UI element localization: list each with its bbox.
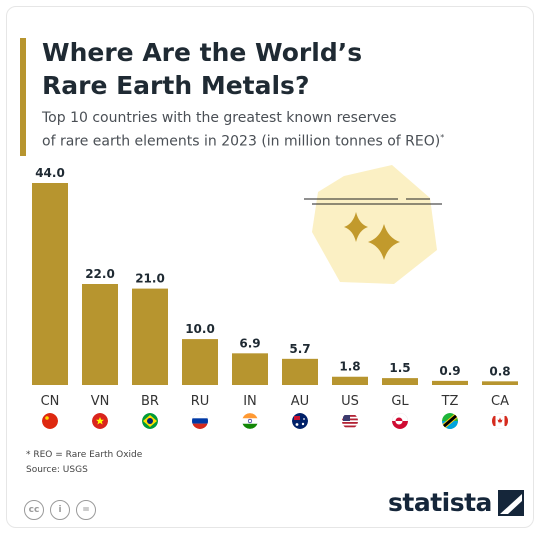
subtitle-line-2: of rare earth elements in 2023 (in milli… [42, 133, 441, 150]
bar-cn [32, 183, 68, 385]
category-label-in: IN [243, 394, 257, 409]
bar-au [282, 358, 318, 385]
category-label-br: BR [141, 394, 159, 409]
category-label-vn: VN [91, 394, 110, 409]
bar-tz [432, 380, 468, 385]
subtitle-footnote-mark: * [440, 133, 445, 142]
bar-in [232, 353, 268, 385]
value-label-vn: 22.0 [85, 267, 115, 281]
category-label-au: AU [291, 394, 309, 409]
chart-subtitle: Top 10 countries with the greatest known… [42, 108, 512, 152]
title-accent-bar [20, 38, 26, 156]
flags-group [42, 413, 508, 429]
value-labels-group: 44.0 22.0 21.0 10.0 6.9 5.7 1.8 1.5 0.9 0.8 [35, 166, 510, 378]
value-label-br: 21.0 [135, 272, 165, 286]
category-label-tz: TZ [441, 394, 459, 409]
value-label-ru: 10.0 [185, 322, 215, 336]
footnote-definition: * REO = Rare Earth Oxide [26, 450, 143, 460]
footnote: * REO = Rare Earth Oxide Source: USGS [26, 448, 142, 478]
value-label-cn: 44.0 [35, 166, 65, 180]
value-label-tz: 0.9 [439, 364, 460, 378]
chart-title: Where Are the World’s Rare Earth Metals? [42, 36, 502, 102]
value-label-in: 6.9 [239, 336, 260, 350]
sparkle-large-icon [368, 224, 400, 260]
value-label-gl: 1.5 [389, 361, 410, 375]
statista-mark-icon [497, 489, 524, 516]
title-line-1: Where Are the World’s [42, 38, 363, 67]
flag-india-icon [242, 413, 258, 429]
bar-gl [382, 378, 418, 385]
attribution-icon[interactable]: i [50, 500, 70, 520]
category-labels-group: CN VN BR RU IN AU US GL TZ CA [41, 394, 509, 409]
value-label-au: 5.7 [289, 342, 310, 356]
category-label-us: US [341, 394, 359, 409]
sparkle-small-icon [344, 212, 368, 242]
bar-br [132, 288, 168, 385]
bar-ca [482, 381, 518, 385]
flag-tanzania-icon [442, 413, 458, 429]
brand-name: statista [388, 488, 492, 517]
footnote-source: Source: USGS [26, 465, 88, 475]
subtitle-line-1: Top 10 countries with the greatest known… [42, 110, 397, 126]
bar-us [332, 376, 368, 385]
flag-russia-icon [192, 413, 208, 429]
title-line-2: Rare Earth Metals? [42, 71, 310, 100]
badge-shape [312, 165, 437, 284]
flag-china-icon [42, 413, 58, 429]
category-label-gl: GL [391, 394, 409, 409]
flag-canada-icon [492, 413, 508, 429]
category-label-cn: CN [41, 394, 60, 409]
bars-group [32, 183, 518, 385]
bar-vn [82, 284, 118, 385]
statista-logo[interactable]: statista [388, 488, 524, 517]
value-label-ca: 0.8 [489, 364, 510, 378]
creative-commons-icon[interactable]: cc [24, 500, 44, 520]
bar-ru [182, 339, 218, 385]
no-derivatives-icon[interactable]: = [76, 500, 96, 520]
flag-brazil-icon [142, 413, 158, 429]
category-label-ru: RU [191, 394, 210, 409]
value-label-us: 1.8 [339, 360, 360, 374]
flag-greenland-icon [392, 413, 408, 429]
flag-australia-icon [292, 413, 308, 429]
license-icons: cc i = [24, 500, 96, 520]
category-label-ca: CA [491, 394, 509, 409]
flag-vietnam-icon [92, 413, 108, 429]
flag-usa-icon [342, 413, 358, 429]
decorative-badge [304, 165, 442, 284]
infographic-frame [6, 6, 534, 528]
